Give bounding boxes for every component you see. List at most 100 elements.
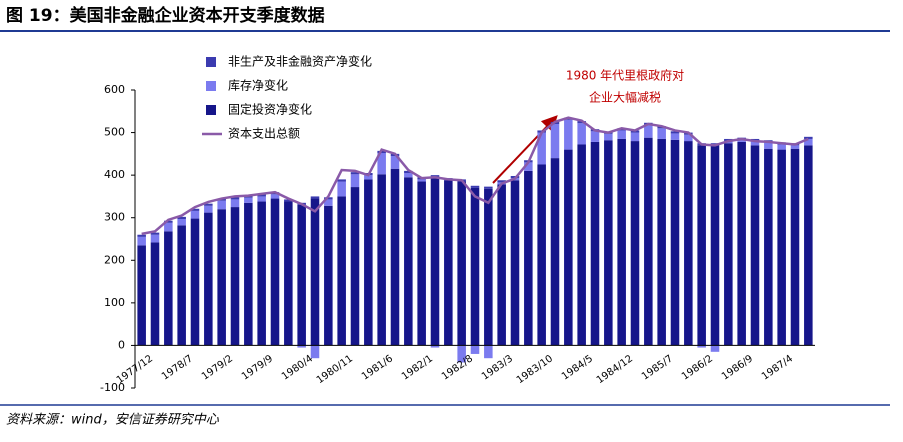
bar-segment — [657, 128, 666, 139]
bar-segment — [177, 216, 186, 219]
bar-segment — [630, 141, 640, 346]
bar-segment — [377, 174, 386, 346]
legend-label: 非生产及非金融资产净变化 — [228, 54, 372, 69]
bar-segment — [137, 234, 146, 237]
x-tick-label: 1984/5 — [560, 353, 595, 382]
bar-segment — [697, 345, 706, 348]
bar-segment — [630, 132, 640, 142]
bar-segment — [204, 212, 213, 346]
x-tick-label: 1987/4 — [760, 353, 795, 382]
bar-segment — [337, 181, 346, 197]
y-tick-label: 200 — [104, 253, 125, 266]
bar-segment — [470, 345, 480, 354]
bar-segment — [710, 145, 720, 346]
bar-segment — [324, 199, 333, 206]
bar-segment — [230, 207, 240, 346]
bar-segment — [324, 205, 333, 346]
bar-segment — [457, 181, 466, 346]
bar-segment — [470, 185, 480, 188]
bar-segment — [364, 179, 373, 346]
y-tick-label: 600 — [104, 83, 125, 96]
bar-segment — [484, 188, 493, 346]
bar-segment — [484, 345, 493, 359]
bar-segment — [150, 234, 160, 243]
bar-segment — [310, 198, 320, 346]
x-tick-label: 1981/6 — [360, 353, 395, 382]
bar-segment — [324, 197, 333, 200]
bar-segment — [350, 174, 360, 188]
bar-segment — [364, 175, 373, 180]
bar-segment — [284, 201, 293, 346]
legend-swatch — [206, 57, 216, 67]
y-tick-label: 0 — [118, 338, 125, 351]
x-tick-label: 1986/2 — [680, 353, 715, 382]
bar-segment — [244, 197, 253, 203]
x-tick-label: 1984/12 — [595, 353, 635, 386]
x-tick-label: 1985/7 — [640, 353, 675, 382]
bar-segment — [257, 196, 266, 202]
bar-segment — [217, 200, 226, 210]
bar-segment — [230, 197, 240, 200]
bar-segment — [497, 180, 506, 183]
legend-label: 固定投资净变化 — [228, 102, 312, 117]
bar-segment — [644, 124, 653, 138]
bar-segment — [617, 138, 626, 346]
bar-segment — [257, 194, 266, 197]
bar-segment — [190, 218, 200, 346]
y-tick-label: -100 — [100, 381, 125, 394]
bar-segment — [564, 119, 573, 150]
bar-segment — [190, 210, 200, 219]
bar-segment — [350, 187, 360, 346]
source: 资料来源：wind，安信证券研究中心 — [6, 412, 220, 428]
bar-segment — [297, 345, 306, 348]
bar-segment — [537, 132, 546, 165]
bar-segment — [484, 186, 493, 189]
x-tick-label: 1980/11 — [315, 353, 355, 386]
bar-segment — [724, 143, 733, 346]
x-tick-label: 1980/4 — [280, 353, 315, 382]
bar-segment — [164, 231, 173, 346]
bar-segment — [177, 218, 186, 226]
x-tick-label: 1979/2 — [200, 353, 235, 382]
bar-segment — [804, 138, 813, 146]
bar-segment — [550, 124, 560, 159]
bar-segment — [337, 196, 346, 346]
bar-segment — [697, 145, 706, 346]
bar-segment — [577, 123, 586, 145]
bar-segment — [204, 205, 213, 213]
bar-segment — [137, 236, 146, 246]
bar-segment — [510, 180, 520, 346]
bar-segment — [790, 148, 800, 346]
bar-segment — [177, 225, 186, 346]
bar-segment — [777, 149, 786, 346]
bar-segment — [230, 199, 240, 208]
bar-segment — [337, 179, 346, 182]
bar-segment — [644, 137, 653, 346]
bar-segment — [390, 155, 400, 169]
bar-segment — [150, 242, 160, 346]
bar-segment — [497, 184, 506, 346]
bar-segment — [417, 181, 426, 346]
bar-segment — [737, 139, 746, 142]
bar-segment — [804, 145, 813, 346]
y-tick-label: 500 — [104, 126, 125, 139]
bar-segment — [657, 138, 666, 346]
bar-segment — [284, 199, 293, 202]
bar-segment — [564, 149, 573, 346]
bar-segment — [670, 139, 680, 346]
bar-segment — [350, 172, 360, 175]
x-tick-label: 1978/7 — [160, 353, 195, 382]
bar-segment — [764, 148, 773, 346]
bar-segment — [777, 144, 786, 150]
bar-segment — [737, 141, 746, 346]
bar-segment — [244, 202, 253, 346]
bar-segment — [310, 196, 320, 199]
bar-segment — [164, 220, 173, 223]
bar-segment — [590, 131, 600, 142]
bar-segment — [164, 222, 173, 232]
bar-segment — [444, 180, 453, 346]
bar-segment — [590, 141, 600, 346]
bar-segment — [457, 345, 466, 363]
bar-segment — [524, 162, 533, 171]
